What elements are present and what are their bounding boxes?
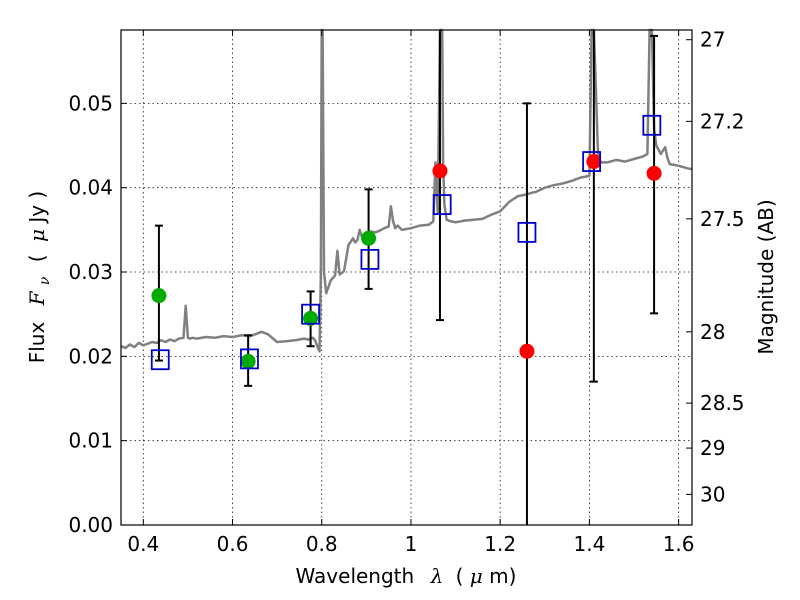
y-tick-label: 0.04 (68, 176, 113, 200)
x-tick-label: 1.6 (663, 532, 695, 556)
data-point-green (361, 230, 377, 246)
x-tick-label: 0.4 (127, 532, 159, 556)
y-axis-label-symbol: F (25, 290, 49, 306)
model-photometry-box (360, 248, 380, 270)
y2-tick-label: 28.5 (700, 391, 745, 415)
model-photometry-box (150, 349, 170, 371)
x-axis-ticks: 0.4 0.6 0.8 1 1.2 1.4 1.6 (127, 30, 695, 556)
x-tick-label: 1 (405, 532, 418, 556)
model-box-layer (150, 114, 662, 371)
y-tick-label: 0.05 (68, 91, 113, 115)
x-axis-label-unit-close: m) (489, 564, 516, 588)
model-photometry-box (301, 303, 320, 325)
data-point-red (586, 154, 602, 170)
y2-axis-label: Magnitude (AB) (754, 199, 778, 354)
data-point-green (151, 288, 167, 304)
data-point-red (646, 165, 662, 181)
y-axis-label-unit-open: ( (25, 254, 49, 262)
data-point-green (303, 310, 319, 326)
model-photometry-box (432, 194, 452, 215)
x-axis-label: Wavelength λ ( μ m) (296, 564, 517, 588)
data-point-red (432, 163, 448, 179)
y2-tick-label: 27.5 (700, 207, 745, 231)
data-point-layer (151, 154, 662, 369)
plot-frame (120, 29, 693, 526)
x-tick-label: 1.4 (573, 532, 605, 556)
y-tick-label: 0.03 (68, 260, 113, 284)
model-photometry-box (642, 114, 662, 136)
y-axis-label-unit-close: Jy ) (25, 191, 49, 225)
y-tick-label: 0.02 (68, 344, 113, 368)
model-photometry-box (517, 221, 537, 243)
model-photometry-box (582, 151, 602, 172)
y-axis-label-subscript: ν (37, 276, 53, 285)
y2-tick-label: 30 (700, 482, 725, 506)
y2-tick-label: 28 (700, 320, 725, 344)
x-tick-label: 1.2 (484, 532, 516, 556)
x-tick-label: 0.6 (217, 532, 249, 556)
y2-axis-ticks: 27 27.2 27.5 28 28.5 29 30 (686, 28, 745, 506)
y-axis-label-unit-mu: μ (25, 229, 49, 242)
data-point-green (240, 353, 256, 369)
model-photometry-box (240, 348, 259, 370)
x-tick-label: 0.8 (306, 532, 338, 556)
grid (121, 30, 692, 526)
x-axis-label-prefix: Wavelength (296, 564, 415, 588)
x-axis-label-symbol: λ (430, 564, 444, 588)
y-axis-label: Flux F ν ( μ Jy ) (25, 191, 54, 364)
y2-tick-label: 29 (700, 436, 725, 460)
x-axis-label-unit-open: ( (456, 564, 464, 588)
y-tick-label: 0.01 (68, 429, 113, 453)
y2-tick-label: 27.2 (700, 109, 745, 133)
y2-tick-label: 27 (700, 28, 725, 52)
data-point-red (519, 343, 535, 359)
y-tick-label: 0.00 (68, 513, 113, 537)
y-axis-ticks: 0.00 0.01 0.02 0.03 0.04 0.05 (68, 91, 127, 537)
x-axis-label-unit-mu: μ (470, 564, 483, 588)
y-axis-label-prefix: Flux (25, 322, 49, 364)
